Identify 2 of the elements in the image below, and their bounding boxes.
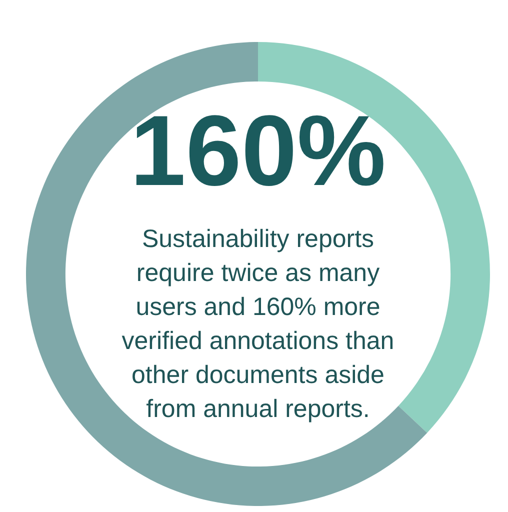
text: Sustainability reports require twice as many users and 160% more verified annotations than other documents aside from annual reports. — [120, 224, 396, 425]
text: 160% — [129, 95, 387, 207]
